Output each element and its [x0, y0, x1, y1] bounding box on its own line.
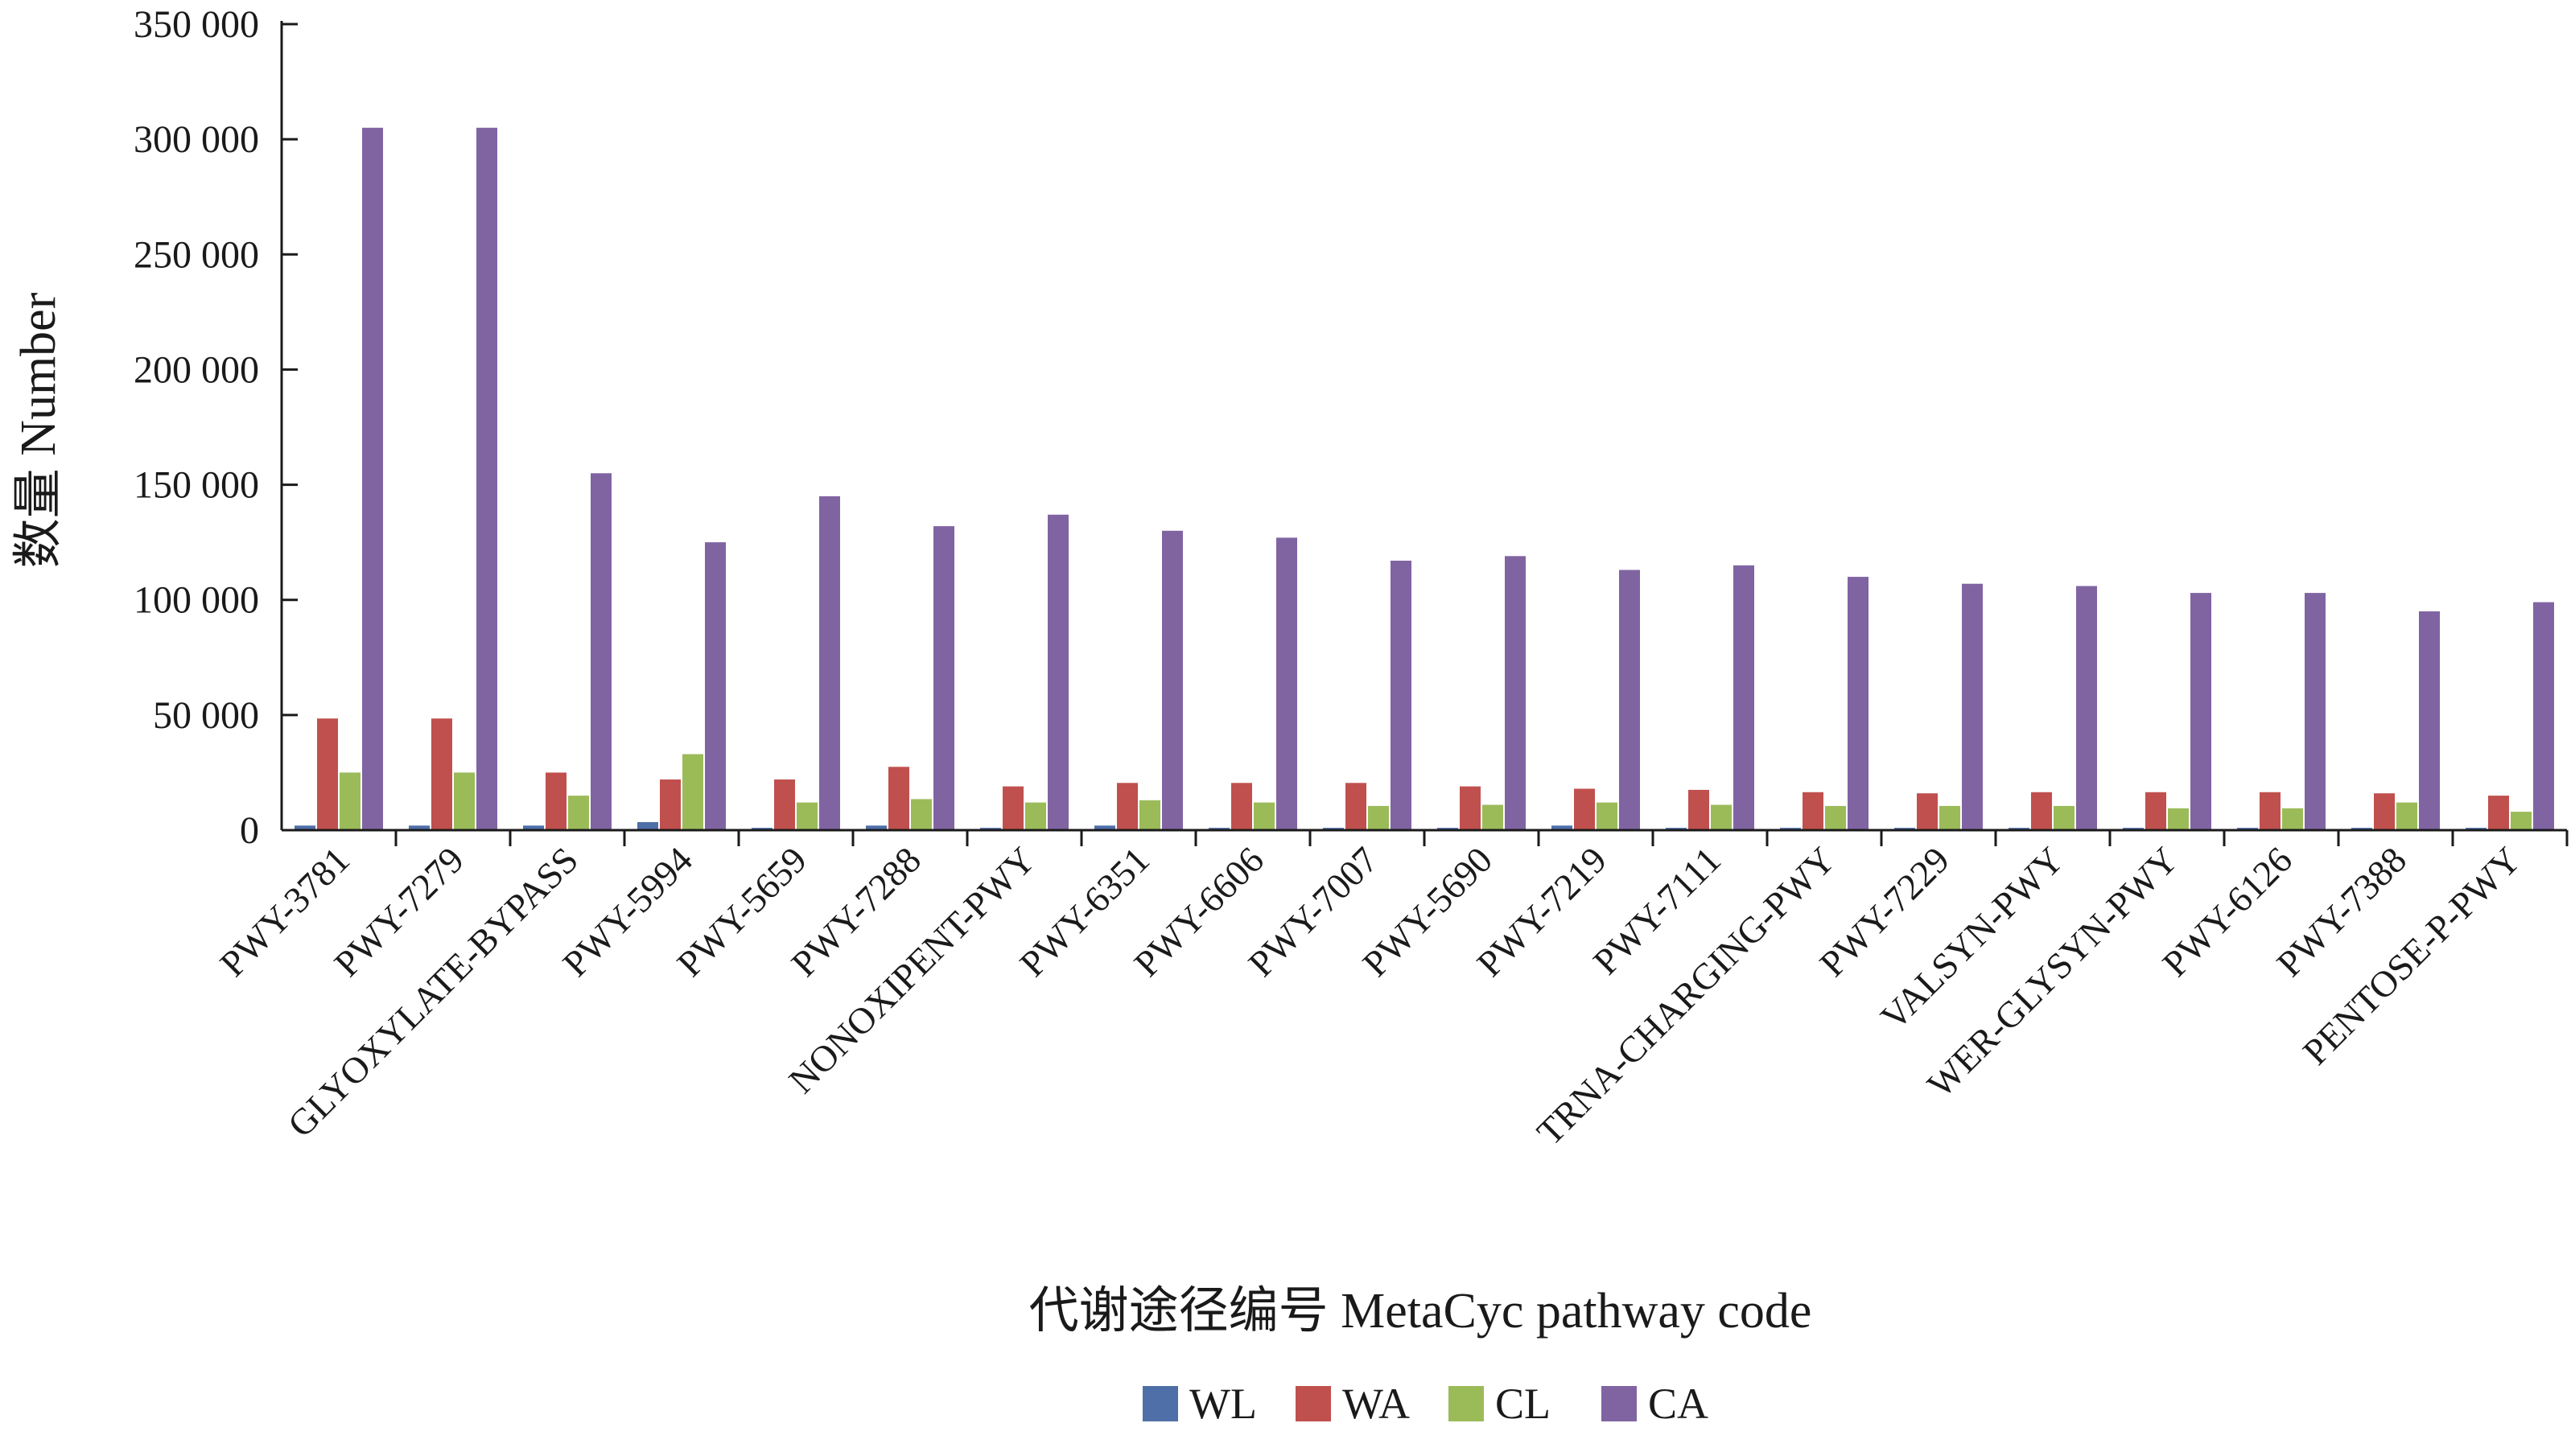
bar-ca-pwy-3781 — [362, 127, 383, 831]
bar-wa-trna-charging-pwy — [1803, 792, 1823, 830]
y-tick-label: 200 000 — [134, 348, 259, 391]
bar-wl-pwy-7279 — [409, 825, 430, 830]
bar-cl-wer-glysyn-pwy — [2168, 808, 2189, 830]
bar-cl-nonoxipent-pwy — [1025, 802, 1046, 830]
bar-wl-pwy-7288 — [866, 825, 887, 830]
bar-wa-pwy-5690 — [1460, 786, 1481, 830]
bar-wl-pwy-5994 — [637, 822, 658, 830]
bar-ca-nonoxipent-pwy — [1048, 514, 1069, 830]
plot-area: 0 50 000 100 000 150 000 200 000 250 000 300 0… — [134, 3, 2569, 1153]
bar-wl-glyoxylate-bypass — [523, 825, 544, 830]
y-tick-label: 250 000 — [134, 233, 259, 276]
y-tick-label: 0 — [240, 809, 259, 852]
series-cl — [340, 754, 2532, 830]
bar-cl-valsyn-pwy — [2054, 805, 2075, 830]
bar-wa-pwy-6126 — [2260, 792, 2281, 830]
legend-item-cl: CL — [1448, 1380, 1551, 1428]
bar-wa-pwy-7007 — [1345, 783, 1366, 830]
bar-ca-trna-charging-pwy — [1848, 577, 1869, 830]
bar-cl-pwy-6126 — [2282, 808, 2303, 830]
legend-item-wl: WL — [1143, 1380, 1257, 1428]
y-tick-label: 150 000 — [134, 464, 259, 507]
series-ca — [362, 127, 2554, 831]
legend-swatch-ca — [1601, 1386, 1637, 1421]
bar-cl-pwy-7229 — [1939, 805, 1960, 830]
bar-wa-pwy-6351 — [1117, 783, 1138, 830]
bar-wa-pwy-3781 — [317, 718, 338, 830]
bar-wl-pwy-7219 — [1551, 825, 1572, 830]
legend-swatch-wl — [1143, 1386, 1178, 1421]
bar-cl-pwy-6351 — [1139, 800, 1160, 830]
bar-ca-pwy-5994 — [705, 542, 726, 830]
bar-wl-pwy-3781 — [295, 825, 315, 830]
bar-cl-pwy-6606 — [1254, 802, 1275, 830]
bar-ca-pwy-5659 — [819, 496, 840, 830]
legend-label-wa: WA — [1342, 1380, 1410, 1428]
bar-cl-pwy-7288 — [911, 799, 932, 830]
bar-cl-pwy-7007 — [1368, 805, 1389, 830]
bar-ca-pwy-6606 — [1276, 537, 1297, 830]
bar-wa-pentose-p-pwy — [2488, 796, 2509, 830]
bar-cl-pwy-5659 — [797, 802, 818, 830]
legend-label-ca: CA — [1648, 1380, 1708, 1428]
bar-wa-pwy-5659 — [774, 779, 795, 830]
x-tick-label: PENTOSE-P-PWY — [2295, 839, 2528, 1072]
bar-ca-pwy-7111 — [1733, 565, 1754, 830]
y-tick-label: 100 000 — [134, 579, 259, 622]
bar-ca-pwy-7388 — [2419, 611, 2440, 830]
legend: WL WA CL CA — [1143, 1380, 1708, 1428]
bar-cl-pwy-3781 — [340, 772, 361, 830]
series-wa — [317, 718, 2509, 830]
bar-wa-pwy-7219 — [1574, 788, 1595, 830]
bar-wa-pwy-7111 — [1688, 789, 1709, 830]
bar-cl-pwy-7111 — [1711, 804, 1732, 830]
bar-cl-pentose-p-pwy — [2511, 812, 2532, 830]
bar-cl-pwy-7279 — [454, 772, 475, 830]
bar-wa-pwy-6606 — [1231, 783, 1252, 830]
legend-label-wl: WL — [1189, 1380, 1257, 1428]
bar-cl-pwy-5994 — [682, 754, 703, 830]
bar-wa-glyoxylate-bypass — [546, 772, 567, 830]
bar-ca-pwy-6126 — [2305, 593, 2326, 830]
bar-ca-pwy-7288 — [933, 526, 954, 830]
legend-label-cl: CL — [1495, 1380, 1551, 1428]
bar-wa-nonoxipent-pwy — [1003, 786, 1024, 830]
bar-wa-pwy-7388 — [2374, 793, 2395, 830]
bar-ca-wer-glysyn-pwy — [2190, 593, 2211, 830]
legend-item-ca: CA — [1601, 1380, 1708, 1428]
bar-ca-pwy-5690 — [1505, 556, 1526, 830]
bar-wa-pwy-5994 — [660, 779, 681, 830]
bar-cl-pwy-7388 — [2396, 802, 2417, 830]
x-axis-title: 代谢途径编号 MetaCyc pathway code — [1029, 1284, 1812, 1339]
y-tick-label: 50 000 — [153, 694, 259, 737]
bar-wa-pwy-7279 — [431, 718, 452, 830]
bar-cl-trna-charging-pwy — [1825, 805, 1846, 830]
bar-ca-valsyn-pwy — [2076, 586, 2097, 830]
bar-wa-valsyn-pwy — [2031, 792, 2052, 830]
bar-cl-pwy-7219 — [1597, 802, 1617, 830]
bar-ca-pwy-7279 — [476, 127, 497, 831]
y-tick-label: 350 000 — [134, 3, 259, 46]
bar-ca-pwy-7007 — [1391, 561, 1411, 830]
bar-ca-pwy-6351 — [1162, 530, 1183, 830]
bar-ca-pwy-7229 — [1962, 583, 1983, 830]
legend-swatch-wa — [1296, 1386, 1331, 1421]
bar-wa-wer-glysyn-pwy — [2145, 792, 2166, 830]
y-tick-label: 300 000 — [134, 118, 259, 161]
bar-ca-pentose-p-pwy — [2533, 602, 2554, 830]
bar-wl-pwy-6351 — [1094, 825, 1115, 830]
bar-ca-pwy-7219 — [1619, 570, 1640, 830]
bar-ca-glyoxylate-bypass — [591, 473, 612, 830]
y-axis-title: 数量 Number — [11, 292, 66, 568]
legend-item-wa: WA — [1296, 1380, 1410, 1428]
legend-swatch-cl — [1448, 1386, 1484, 1421]
bar-cl-pwy-5690 — [1482, 804, 1503, 830]
bar-wa-pwy-7288 — [888, 767, 909, 830]
bar-wa-pwy-7229 — [1917, 793, 1938, 830]
bar-cl-glyoxylate-bypass — [568, 796, 589, 830]
